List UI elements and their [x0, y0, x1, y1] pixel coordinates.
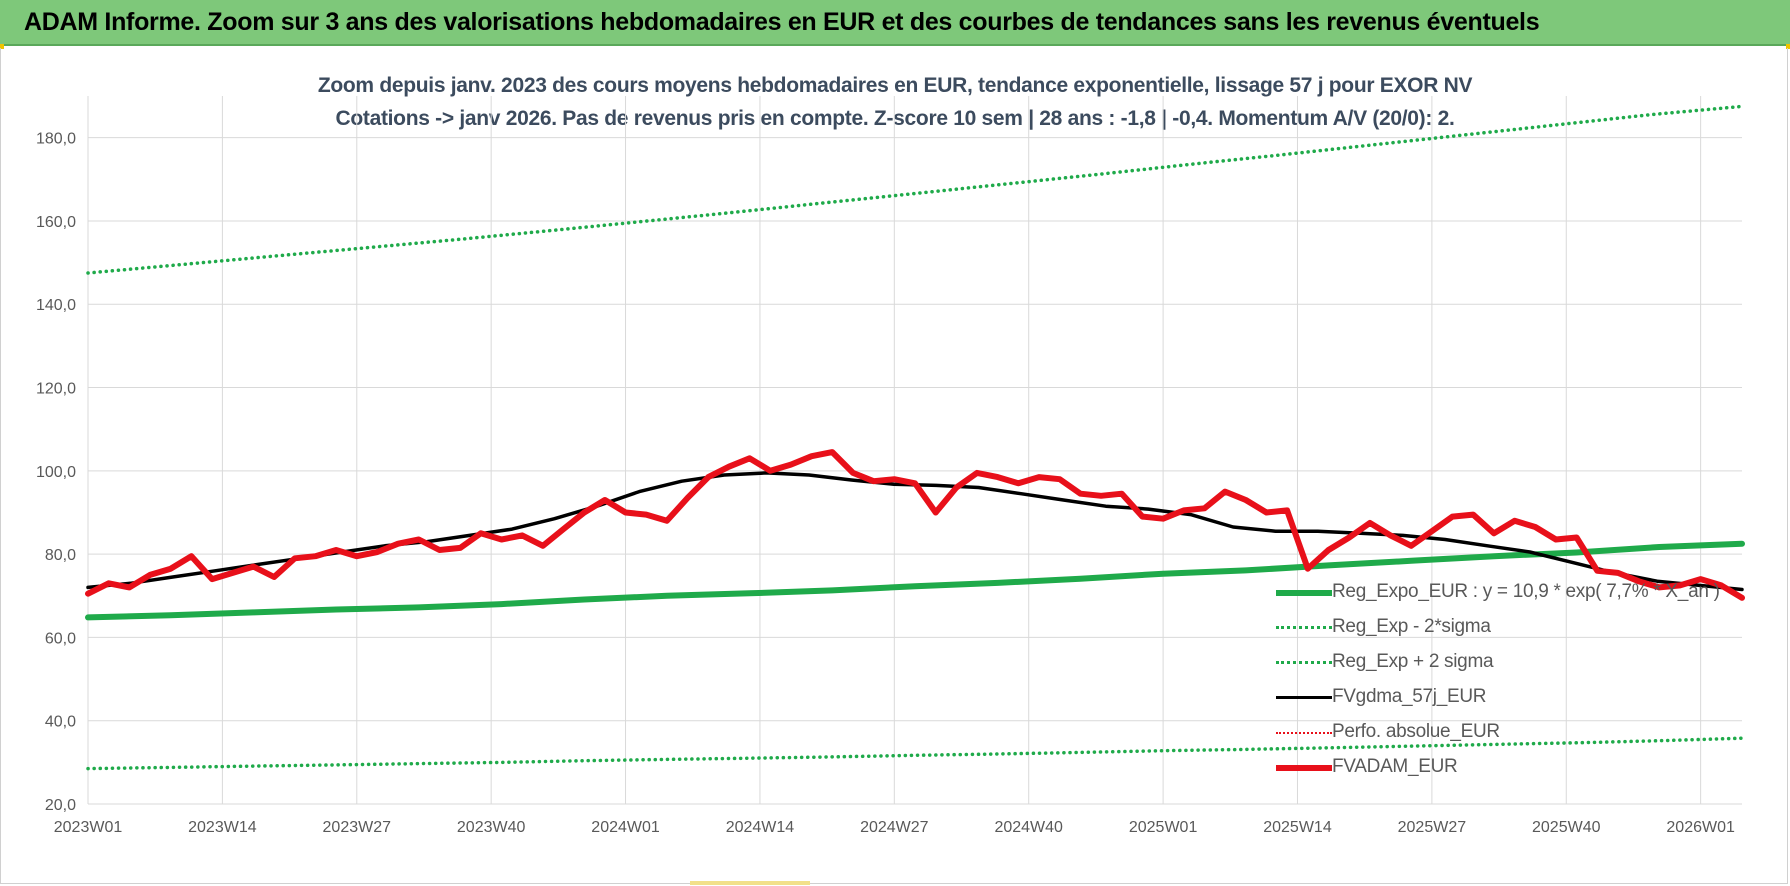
y-tick-label: 100,0: [36, 464, 76, 481]
chart-frame: [0, 48, 1788, 884]
x-tick-label: 2025W27: [1398, 819, 1467, 836]
y-tick-label: 160,0: [36, 214, 76, 231]
legend-item: FVADAM_EUR: [1274, 751, 1694, 786]
x-tick-label: 2024W40: [994, 819, 1063, 836]
series-line-1: [86, 736, 1744, 771]
legend-label: FVADAM_EUR: [1332, 756, 1458, 777]
x-tick-label: 2023W40: [457, 819, 526, 836]
legend-item: Perfo. absolue_EUR: [1274, 716, 1694, 751]
legend-swatch: [1276, 626, 1332, 630]
x-tick-label: 2023W27: [323, 819, 392, 836]
x-tick-label: 2025W40: [1532, 819, 1601, 836]
x-tick-label: 2024W01: [591, 819, 660, 836]
x-axis-labels: 2023W01 2023W14 2023W27 2023W40 2024W01 2024W…: [54, 819, 1735, 836]
report-title: ADAM Informe. Zoom sur 3 ans des valoris…: [24, 8, 1540, 36]
y-tick-label: 180,0: [36, 131, 76, 148]
bottom-accent: [690, 881, 810, 885]
chart-title-line-2: Cotations -> janv 2026. Pas de revenus p…: [335, 107, 1455, 130]
series-lines: [85, 104, 1745, 771]
legend-swatch: [1276, 732, 1332, 734]
y-axis-labels: 20,0 40,0 60,0 80,0 100,0 120,0 140,0 160,0 180,…: [36, 131, 76, 814]
y-tick-label: 60,0: [45, 630, 76, 647]
x-tick-label: 2025W01: [1129, 819, 1198, 836]
legend-item: Reg_Exp - 2*sigma: [1274, 611, 1694, 646]
x-tick-label: 2026W01: [1666, 819, 1735, 836]
corner-accent-left: [0, 44, 4, 49]
series-line-0: [85, 540, 1745, 621]
legend-item: Reg_Expo_EUR : y = 10,9 * exp( 7,7% * X_…: [1274, 576, 1720, 611]
chart-title-line-1: Zoom depuis janv. 2023 des cours moyens …: [317, 74, 1473, 97]
legend-label: Perfo. absolue_EUR: [1332, 721, 1500, 742]
y-tick-label: 140,0: [36, 297, 76, 314]
x-tick-label: 2024W27: [860, 819, 929, 836]
x-tick-label: 2023W14: [188, 819, 257, 836]
legend-swatch: [1276, 696, 1332, 700]
y-tick-label: 120,0: [36, 381, 76, 398]
series-line-5: [85, 449, 1745, 601]
y-tick-label: 80,0: [45, 547, 76, 564]
legend-label: Reg_Exp - 2*sigma: [1332, 616, 1491, 637]
x-tick-label: 2024W14: [726, 819, 795, 836]
legend-label: FVgdma_57j_EUR: [1332, 686, 1487, 707]
legend-item: FVgdma_57j_EUR: [1274, 681, 1694, 716]
legend-label: Reg_Exp + 2 sigma: [1332, 651, 1494, 672]
y-tick-label: 40,0: [45, 714, 76, 731]
legend-swatch: [1276, 590, 1332, 596]
corner-accent-right: [1786, 44, 1790, 49]
legend-swatch: [1276, 765, 1332, 771]
y-tick-label: 20,0: [45, 797, 76, 814]
series-line-2: [86, 104, 1744, 275]
legend-swatch: [1276, 661, 1332, 665]
legend-label: Reg_Expo_EUR : y = 10,9 * exp( 7,7% * X_…: [1332, 581, 1720, 602]
x-tick-label: 2023W01: [54, 819, 123, 836]
legend-item: Reg_Exp + 2 sigma: [1274, 646, 1694, 681]
gridlines: [87, 96, 1742, 805]
x-tick-label: 2025W14: [1263, 819, 1332, 836]
chart-legend: Reg_Expo_EUR : y = 10,9 * exp( 7,7% * X_…: [1274, 576, 1720, 786]
report-banner: ADAM Informe. Zoom sur 3 ans des valoris…: [0, 0, 1790, 46]
